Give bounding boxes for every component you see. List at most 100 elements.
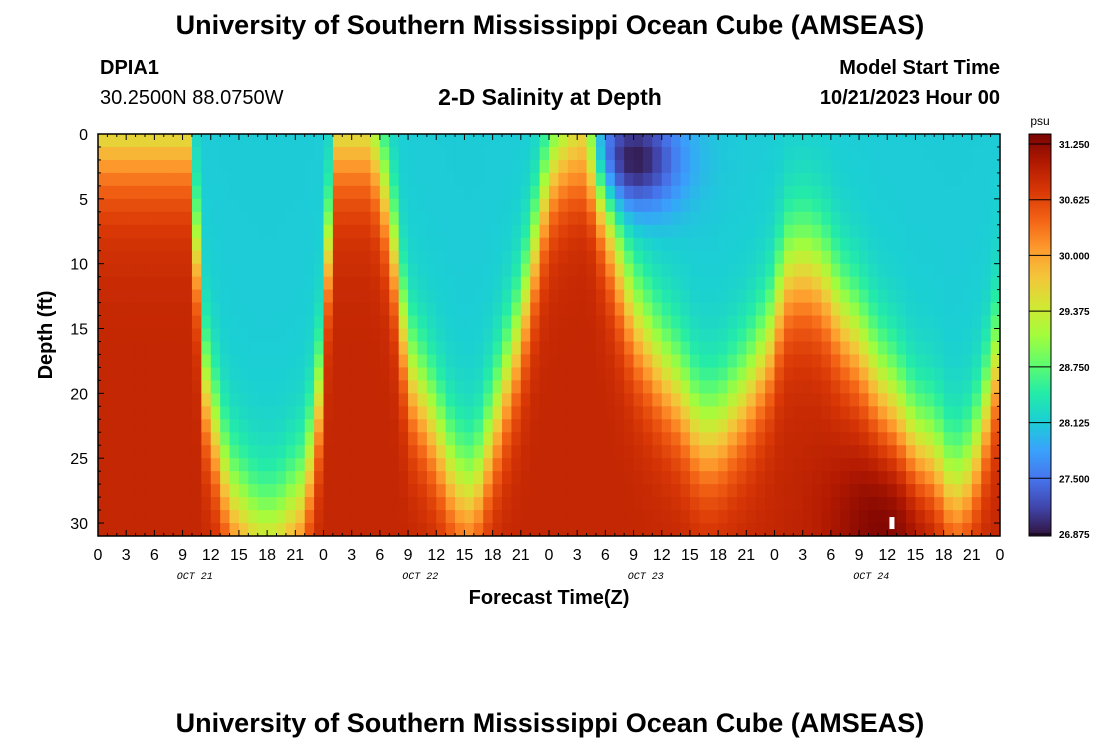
heatmap-cell bbox=[539, 458, 550, 472]
heatmap-cell bbox=[765, 237, 776, 252]
heatmap-cell bbox=[426, 237, 437, 252]
heatmap-cell bbox=[295, 458, 306, 472]
heatmap-cell bbox=[633, 445, 644, 459]
heatmap-cell bbox=[144, 458, 155, 472]
heatmap-cell bbox=[849, 367, 860, 381]
heatmap-cell bbox=[558, 289, 569, 304]
heatmap-cell bbox=[577, 419, 588, 433]
heatmap-cell bbox=[126, 484, 137, 498]
heatmap-cell bbox=[473, 185, 484, 200]
heatmap-cell bbox=[144, 289, 155, 304]
heatmap-cell bbox=[680, 224, 691, 239]
heatmap-cell bbox=[586, 393, 597, 407]
heatmap-cell bbox=[746, 250, 757, 265]
heatmap-cell bbox=[295, 445, 306, 459]
heatmap-cell bbox=[821, 250, 832, 265]
heatmap-cell bbox=[285, 523, 296, 536]
heatmap-cell bbox=[379, 510, 390, 524]
heatmap-cell bbox=[342, 276, 353, 291]
heatmap-cell bbox=[774, 432, 785, 446]
heatmap-cell bbox=[408, 367, 419, 381]
heatmap-cell bbox=[520, 250, 531, 265]
heatmap-cell bbox=[830, 237, 841, 252]
heatmap-cell bbox=[464, 211, 475, 226]
heatmap-cell bbox=[342, 510, 353, 524]
heatmap-cell bbox=[361, 198, 372, 213]
heatmap-cell bbox=[595, 380, 606, 394]
heatmap-cell bbox=[135, 263, 146, 278]
heatmap-cell bbox=[107, 159, 118, 174]
heatmap-cell bbox=[981, 432, 992, 446]
heatmap-cell bbox=[210, 315, 221, 330]
heatmap-cell bbox=[539, 497, 550, 511]
colorbar-tick-label: 29.375 bbox=[1059, 307, 1090, 318]
heatmap-cell bbox=[577, 484, 588, 498]
heatmap-cell bbox=[98, 302, 108, 317]
heatmap-cell bbox=[614, 146, 625, 161]
heatmap-cell bbox=[877, 198, 888, 213]
heatmap-cell bbox=[144, 172, 155, 187]
heatmap-cell bbox=[774, 367, 785, 381]
heatmap-cell bbox=[699, 211, 710, 226]
heatmap-cell bbox=[314, 250, 325, 265]
heatmap-cell bbox=[595, 263, 606, 278]
heatmap-cell bbox=[906, 146, 917, 161]
heatmap-cell bbox=[464, 315, 475, 330]
heatmap-cell bbox=[708, 302, 719, 317]
heatmap-cell bbox=[680, 185, 691, 200]
heatmap-cell bbox=[793, 341, 804, 356]
heatmap-cell bbox=[689, 458, 700, 472]
heatmap-cell bbox=[144, 263, 155, 278]
heatmap-cell bbox=[943, 354, 954, 369]
heatmap-cell bbox=[98, 276, 108, 291]
heatmap-cell bbox=[201, 211, 212, 226]
heatmap-cell bbox=[370, 237, 381, 252]
heatmap-cell bbox=[971, 445, 982, 459]
heatmap-cell bbox=[661, 134, 672, 148]
heatmap-cell bbox=[981, 523, 992, 536]
heatmap-cell bbox=[953, 328, 964, 343]
heatmap-cell bbox=[633, 328, 644, 343]
heatmap-cell bbox=[173, 432, 184, 446]
heatmap-cell bbox=[699, 419, 710, 433]
heatmap-cell bbox=[953, 134, 964, 148]
heatmap-cell bbox=[267, 250, 278, 265]
heatmap-cell bbox=[436, 250, 447, 265]
heatmap-cell bbox=[473, 134, 484, 148]
x-tick-label: 3 bbox=[573, 547, 582, 564]
heatmap-cell bbox=[436, 523, 447, 536]
heatmap-cell bbox=[812, 250, 823, 265]
heatmap-cell bbox=[370, 510, 381, 524]
heatmap-cell bbox=[586, 134, 597, 148]
heatmap-cell bbox=[276, 419, 287, 433]
heatmap-cell bbox=[304, 458, 315, 472]
heatmap-cell bbox=[746, 471, 757, 485]
heatmap-cell bbox=[671, 315, 682, 330]
heatmap-cell bbox=[633, 185, 644, 200]
heatmap-cell bbox=[642, 276, 653, 291]
heatmap-cell bbox=[783, 198, 794, 213]
heatmap-cell bbox=[238, 471, 249, 485]
heatmap-cell bbox=[135, 237, 146, 252]
heatmap-cell bbox=[896, 432, 907, 446]
heatmap-cell bbox=[577, 159, 588, 174]
heatmap-cell bbox=[144, 393, 155, 407]
heatmap-cell bbox=[661, 432, 672, 446]
heatmap-cell bbox=[379, 211, 390, 226]
heatmap-cell bbox=[361, 172, 372, 187]
heatmap-cell bbox=[887, 432, 898, 446]
heatmap-cell bbox=[624, 458, 635, 472]
heatmap-cell bbox=[558, 198, 569, 213]
heatmap-cell bbox=[276, 134, 287, 148]
heatmap-cell bbox=[642, 393, 653, 407]
heatmap-cell bbox=[859, 445, 870, 459]
heatmap-cell bbox=[624, 523, 635, 536]
heatmap-cell bbox=[812, 289, 823, 304]
heatmap-cell bbox=[896, 172, 907, 187]
heatmap-cell bbox=[342, 315, 353, 330]
heatmap-cell bbox=[718, 198, 729, 213]
heatmap-cell bbox=[736, 263, 747, 278]
heatmap-cell bbox=[868, 159, 879, 174]
heatmap-cell bbox=[821, 302, 832, 317]
heatmap-cell bbox=[267, 523, 278, 536]
